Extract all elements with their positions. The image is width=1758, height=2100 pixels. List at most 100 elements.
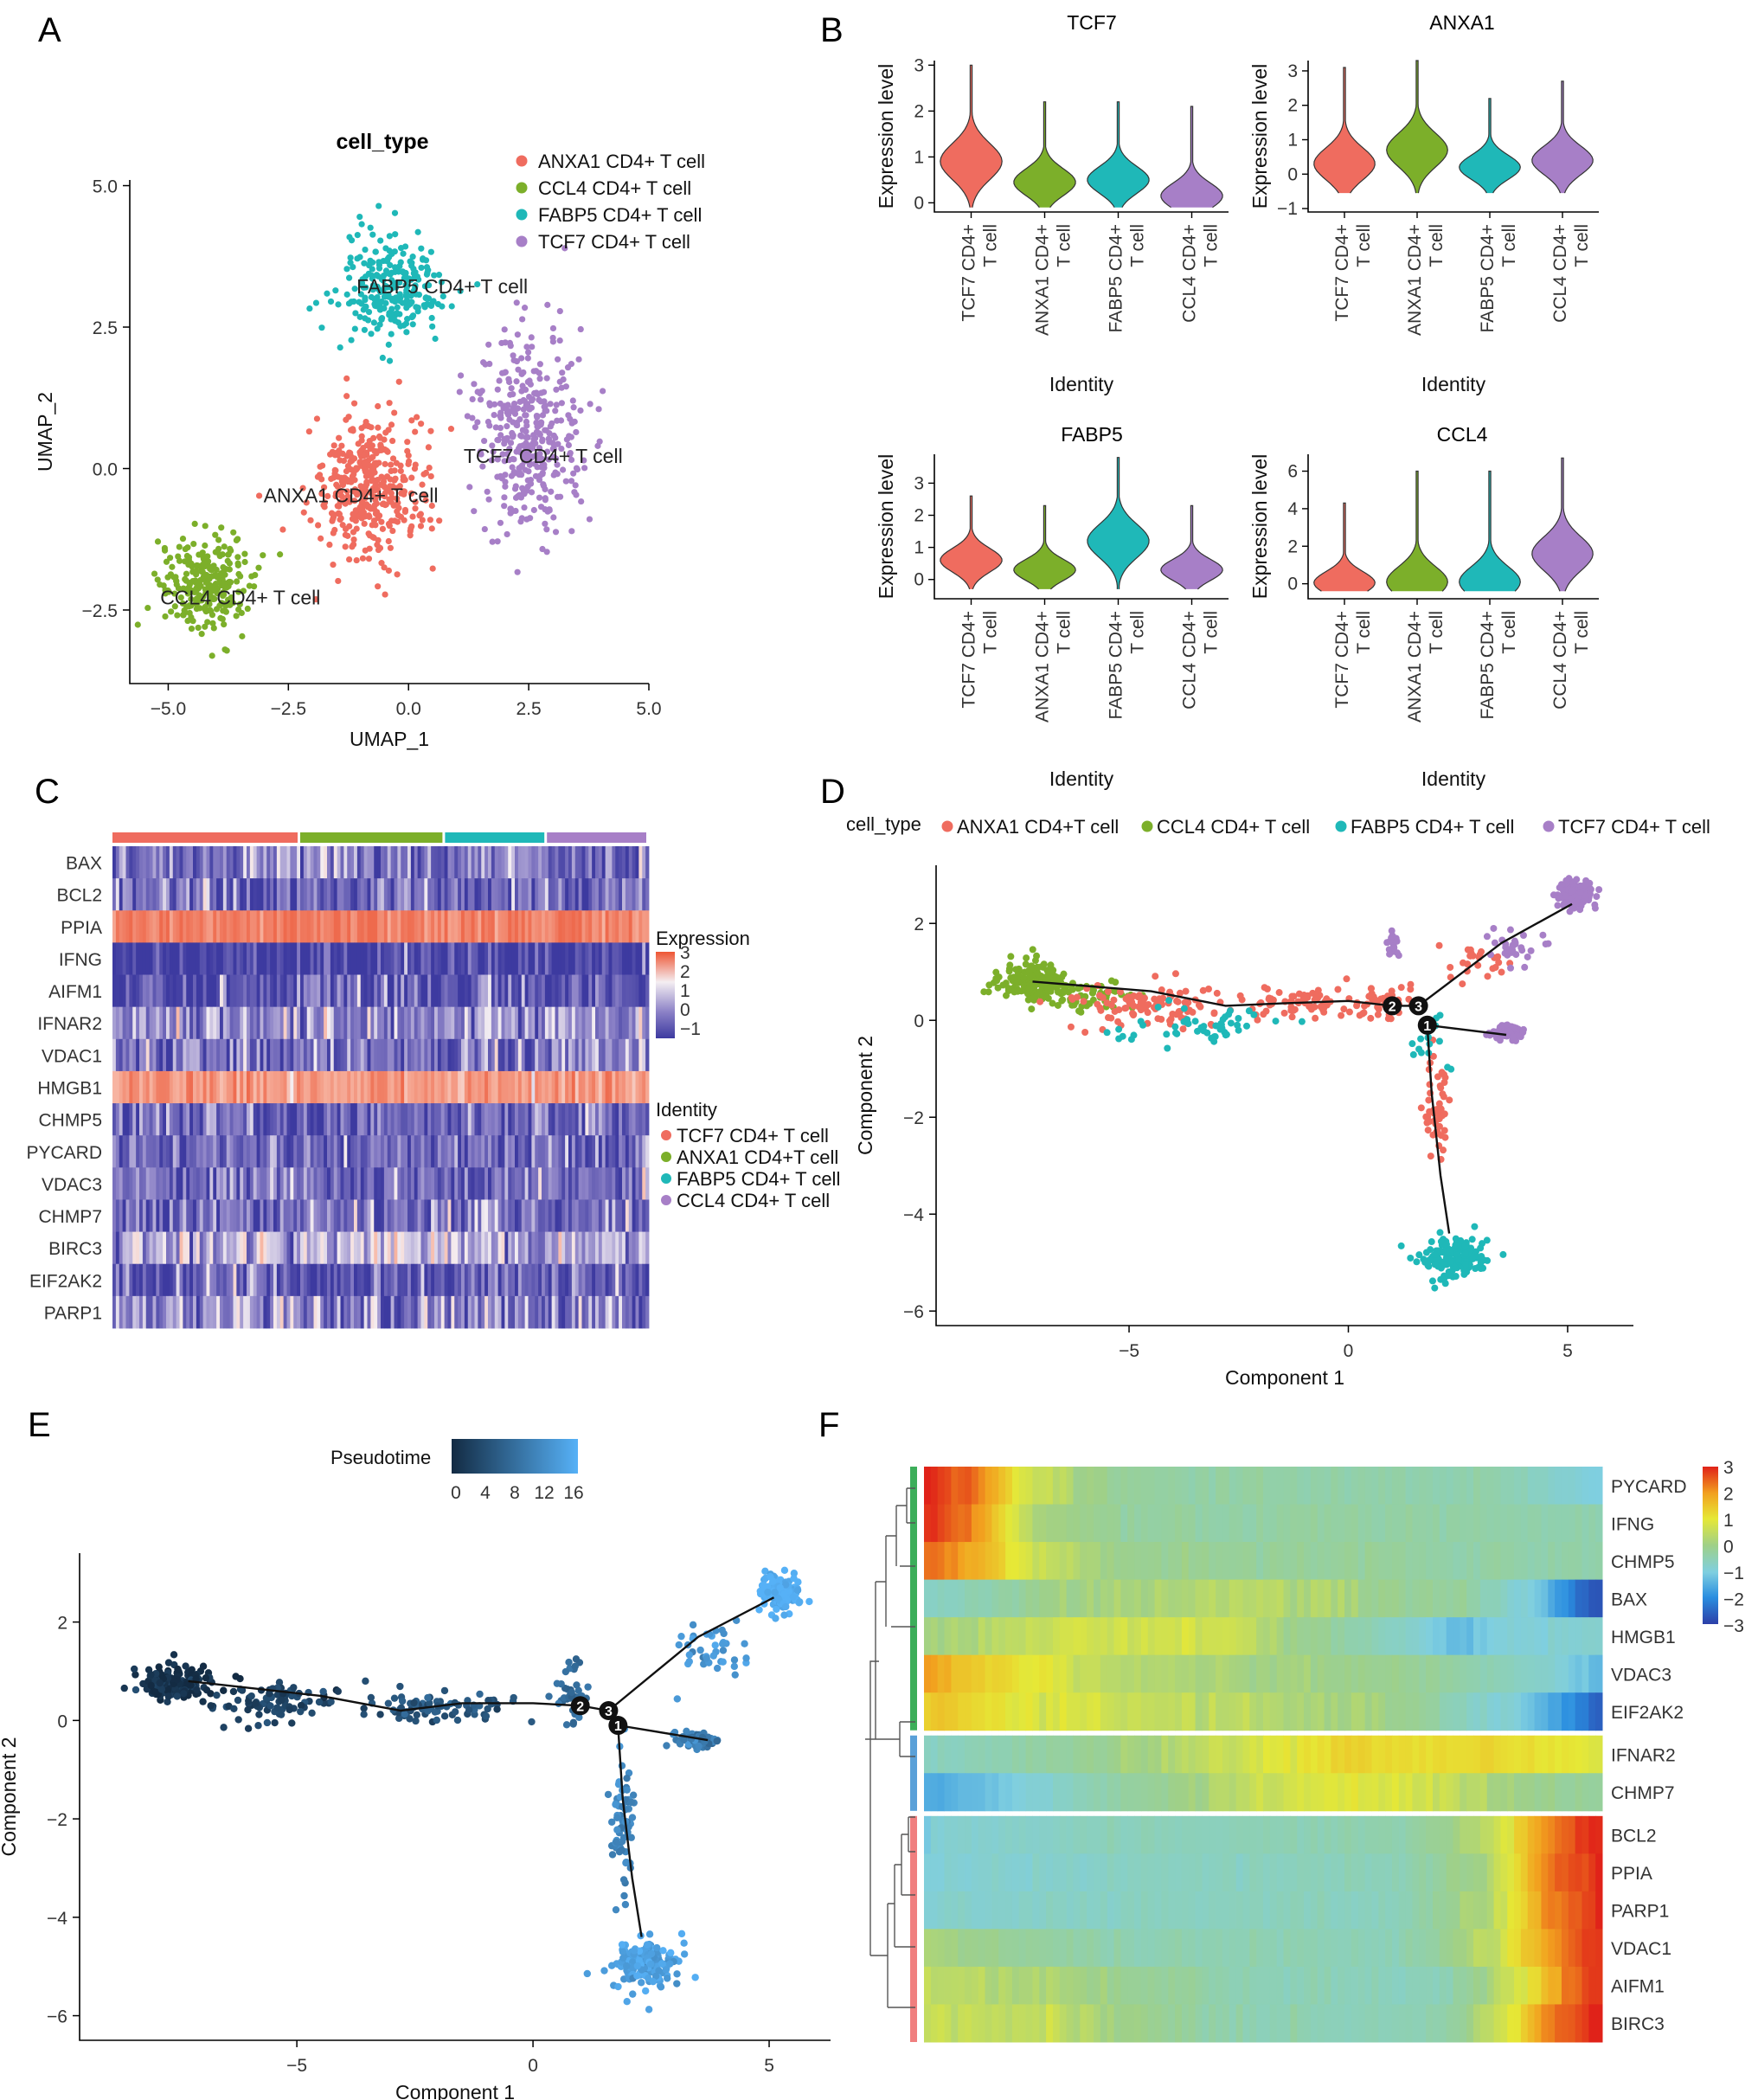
heatmap-cell [612, 846, 616, 879]
violin-category-label: ANXA1 CD4+T cell [1405, 611, 1447, 722]
umap-point-3 [564, 364, 572, 371]
umap-point-2 [343, 266, 350, 273]
umap-point-2 [368, 331, 375, 337]
heatmap-cell [447, 846, 452, 879]
heatmap-cell [125, 1135, 130, 1168]
heatmap-cell [196, 1199, 201, 1232]
umap-point-0 [391, 477, 398, 484]
umap-x-tick-label: −5.0 [151, 699, 186, 719]
heatmap-cell [347, 1295, 351, 1329]
heatmap-cell [542, 1038, 546, 1072]
heatmap-cell [474, 910, 478, 943]
trajectory-cell-point-2 [1431, 1284, 1439, 1292]
heatmap-cell [420, 942, 425, 975]
trajectory-cell-point-0 [1014, 972, 1022, 979]
heatmap-cell [615, 1070, 619, 1104]
heatmap-cell [327, 1103, 331, 1136]
heatmap-cell [410, 1263, 415, 1297]
heatmap-cell [142, 878, 147, 911]
heatmap-cell [407, 878, 412, 911]
heatmap-cell [548, 1295, 553, 1329]
heatmap-cell [343, 1135, 348, 1168]
heatmap-cell [404, 1199, 408, 1232]
heatmap-colorbar [656, 952, 675, 1038]
heatmap-cell [588, 1006, 593, 1040]
heatmap-cell [193, 1167, 197, 1200]
umap-point-0 [389, 527, 396, 535]
heatmap-cell [189, 1167, 194, 1200]
heatmap-cell [458, 1199, 462, 1232]
umap-point-3 [572, 482, 579, 489]
umap-point-0 [343, 375, 350, 382]
umap-point-0 [324, 492, 331, 500]
heatmap-cell [172, 1070, 177, 1104]
umap-point-0 [388, 421, 395, 428]
heatmap-cell [327, 910, 331, 943]
heatmap-cell [216, 1006, 221, 1040]
heatmap-cell [363, 1199, 368, 1232]
heatmap-cell [293, 910, 298, 943]
umap-point-0 [375, 424, 382, 431]
heatmap-cell [327, 1135, 331, 1168]
heatmap-cell [558, 878, 562, 911]
heatmap-cell [240, 1231, 244, 1265]
umap-point-0 [375, 512, 383, 519]
heatmap-cell [243, 1135, 247, 1168]
violin-category-line: ANXA1 CD4+ [1405, 224, 1425, 336]
heatmap-cell [417, 1295, 421, 1329]
umap-point-0 [317, 463, 324, 470]
heatmap-cell [129, 910, 133, 943]
heatmap-cell [555, 1167, 559, 1200]
heatmap-cell [414, 1103, 419, 1136]
heatmap-cell [397, 1006, 401, 1040]
umap-x-tick-label: 0.0 [396, 699, 421, 719]
heatmap-cell [213, 1295, 217, 1329]
heatmap-cell [169, 910, 174, 943]
heatmap-cell [461, 974, 465, 1008]
umap-point-1 [233, 613, 240, 620]
umap-point-1 [184, 590, 191, 597]
violin-category-line: T cell [1499, 611, 1519, 654]
heatmap-cell [561, 1006, 566, 1040]
heatmap-cell [581, 878, 586, 911]
heatmap-cell [515, 942, 519, 975]
heatmap-cell [427, 1070, 432, 1104]
heatmap-cell [551, 1231, 555, 1265]
heatmap-cell [122, 1038, 126, 1072]
heatmap-cell [202, 942, 207, 975]
heatmap-cell [172, 878, 177, 911]
heatmap-cell [356, 1263, 362, 1297]
heatmap-identity-entry: ANXA1 CD4+T cell [677, 1146, 838, 1168]
heatmap-cell [236, 974, 241, 1008]
heatmap-cell [578, 1263, 582, 1297]
trajectory-cell-point-1 [1158, 1016, 1165, 1024]
heatmap-cell [125, 1103, 130, 1136]
heatmap-cell [300, 1199, 305, 1232]
umap-point-1 [190, 540, 197, 548]
heatmap-cell [256, 1199, 260, 1232]
heatmap-cell [189, 846, 194, 879]
trajectory-cell-point-2 [1180, 1005, 1188, 1012]
heatmap-cell [363, 1167, 368, 1200]
heatmap-cell [581, 1263, 586, 1297]
heatmap-cell [622, 1135, 626, 1168]
heatmap-cell [202, 1070, 207, 1104]
heatmap-cell [467, 974, 472, 1008]
heatmap-cell [394, 910, 398, 943]
heatmap-cell [193, 1263, 197, 1297]
heatmap-cell [601, 878, 606, 911]
heatmap-cell [293, 1263, 298, 1297]
heatmap-cell [243, 1263, 247, 1297]
umap-point-2 [332, 287, 339, 294]
heatmap-cell [645, 1167, 650, 1200]
heatmap-cell [524, 1263, 529, 1297]
violin-shape [1087, 457, 1150, 589]
heatmap-cell [156, 1070, 160, 1104]
heatmap-cell [270, 1006, 274, 1040]
heatmap-cell [233, 1070, 237, 1104]
heatmap-cell [145, 1006, 151, 1040]
heatmap-cell [199, 1038, 204, 1072]
heatmap-cell [511, 1135, 516, 1168]
heatmap-cell [179, 1070, 183, 1104]
violin-y-tick-label: 3 [914, 473, 924, 493]
